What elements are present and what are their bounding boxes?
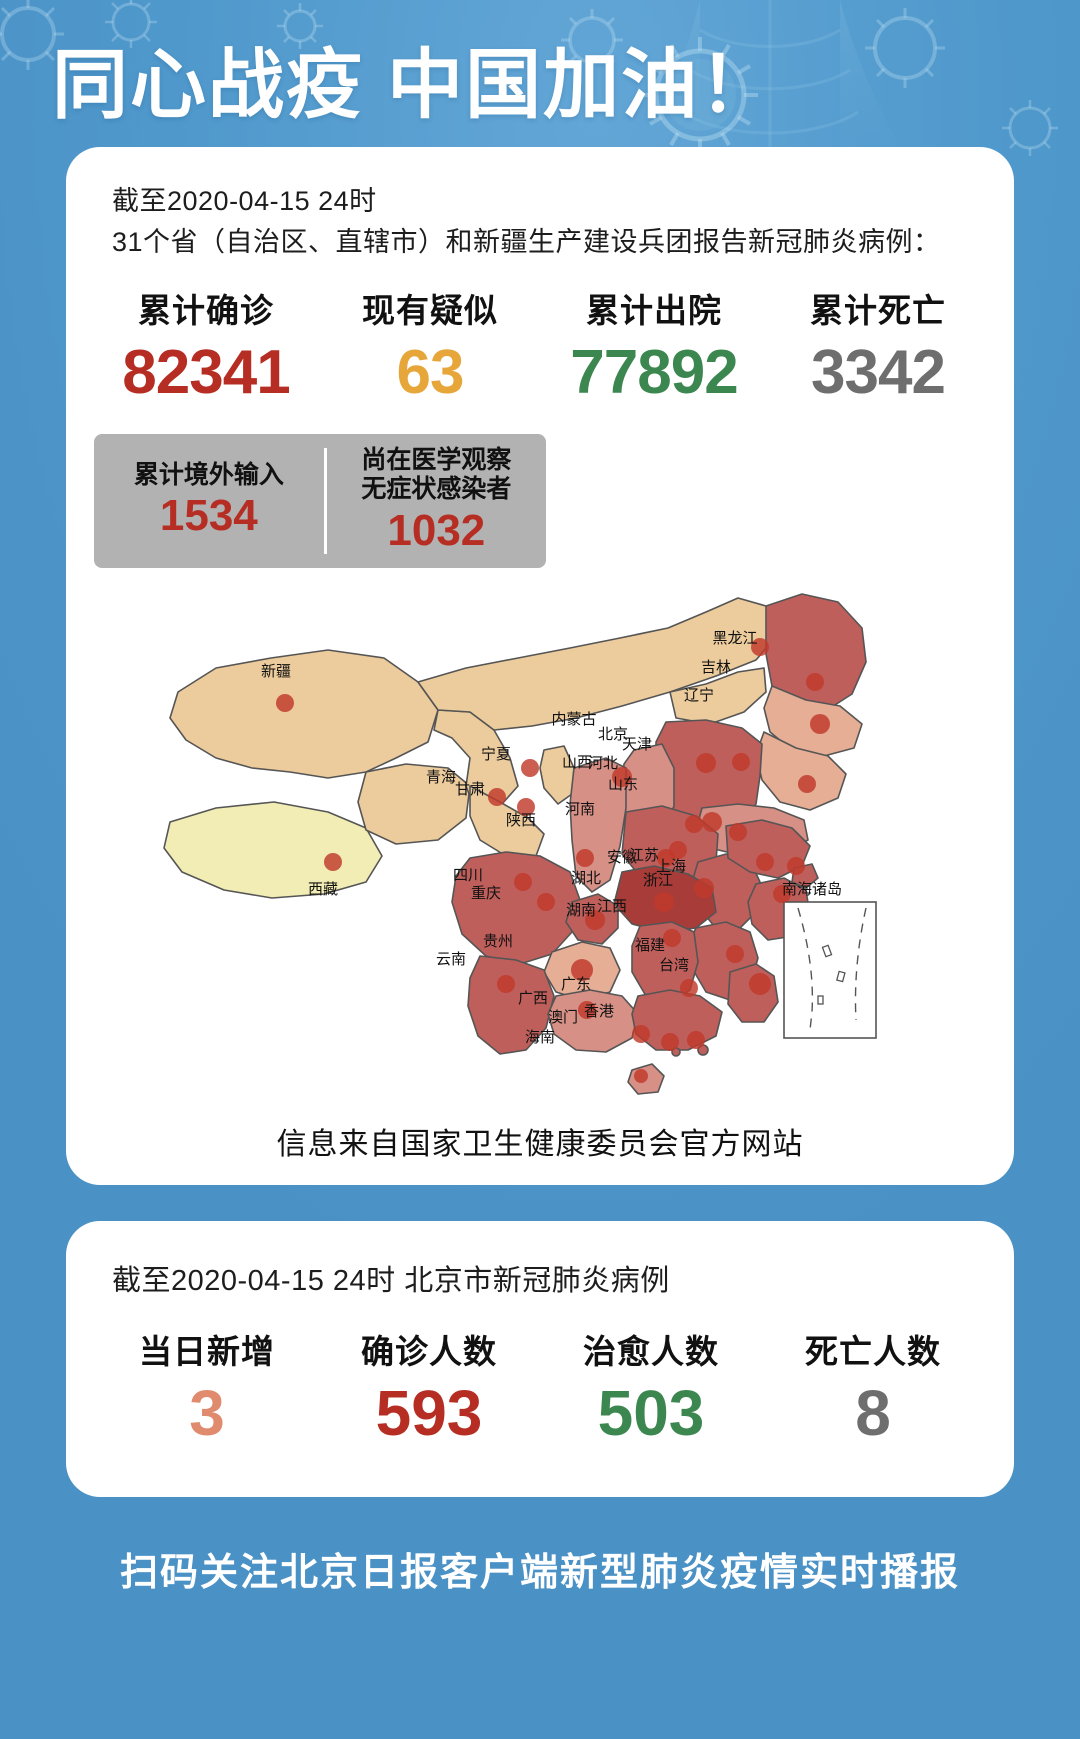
- beijing-stat-deaths-label: 死亡人数: [805, 1333, 941, 1371]
- province-label-北京: 北京: [598, 726, 628, 743]
- beijing-stat-row: 当日新增 3 确诊人数 593 治愈人数 503 死亡人数 8: [66, 1325, 1014, 1451]
- beijing-stat-confirmed-value: 593: [375, 1377, 483, 1450]
- province-label-台湾: 台湾: [659, 957, 689, 974]
- page-title: 同心战疫 中国加油！: [52, 43, 778, 128]
- province-label-安徽: 安徽: [607, 849, 637, 866]
- stat-discharged-value: 77892: [570, 338, 738, 408]
- province-label-内蒙古: 内蒙古: [551, 711, 596, 728]
- stat-suspected-label: 现有疑似: [362, 292, 498, 330]
- province-label-上海: 上海: [656, 858, 686, 875]
- province-label-福建: 福建: [635, 937, 665, 954]
- province-label-广东: 广东: [561, 976, 591, 993]
- stat-imported-label: 累计境外输入: [133, 460, 284, 489]
- stat-deaths-label: 累计死亡: [810, 292, 946, 330]
- stat-asymptomatic-label-line1: 尚在医学观察: [361, 445, 512, 474]
- national-stat-row: 累计确诊 82341 现有疑似 63 累计出院 77892 累计死亡 3342: [66, 284, 1014, 407]
- case-dots: [276, 638, 830, 1084]
- header: 同心战疫 中国加油！: [0, 0, 1080, 129]
- national-stats-card: 截至2020-04-15 24时 31个省（自治区、直辖市）和新疆生产建设兵团报…: [66, 147, 1014, 1186]
- beijing-stat-new: 当日新增 3: [96, 1325, 318, 1451]
- province-label-广西: 广西: [518, 990, 548, 1007]
- beijing-title: 截至2020-04-15 24时 北京市新冠肺炎病例: [112, 1265, 670, 1298]
- province-label-河北: 河北: [588, 755, 618, 772]
- province-label-浙江: 浙江: [643, 872, 673, 889]
- province-label-山西: 山西: [562, 754, 592, 771]
- province-label-重庆: 重庆: [471, 885, 501, 902]
- map-inset-label: 南海诸岛: [782, 881, 842, 898]
- national-asof: 截至2020-04-15 24时 31个省（自治区、直辖市）和新疆生产建设兵团报…: [66, 181, 1014, 262]
- stat-suspected: 现有疑似 63: [318, 284, 542, 407]
- province-label-云南: 云南: [436, 951, 466, 968]
- province-label-湖北: 湖北: [571, 870, 601, 887]
- stat-imported: 累计境外输入 1534: [94, 446, 324, 557]
- province-label-山东: 山东: [608, 776, 638, 793]
- province-label-澳门: 澳门: [548, 1009, 578, 1026]
- beijing-stat-recovered-label: 治愈人数: [583, 1333, 719, 1371]
- stat-asymptomatic-label-line2: 无症状感染者: [361, 475, 512, 504]
- beijing-stat-deaths: 死亡人数 8: [762, 1325, 984, 1451]
- map-svg: .pv { stroke:#555; stroke-width:1.6; str…: [163, 593, 877, 1096]
- stat-confirmed-value: 82341: [122, 338, 290, 408]
- stat-deaths: 累计死亡 3342: [766, 284, 990, 407]
- national-asof-line2: 31个省（自治区、直辖市）和新疆生产建设兵团报告新冠肺炎病例：: [112, 226, 941, 257]
- province-label-黑龙江: 黑龙江: [712, 630, 757, 647]
- beijing-stats-card: 截至2020-04-15 24时 北京市新冠肺炎病例 当日新增 3 确诊人数 5…: [66, 1221, 1014, 1498]
- stat-suspected-value: 63: [396, 338, 465, 408]
- stat-deaths-value: 3342: [811, 338, 946, 408]
- china-choropleth-map: .pv { stroke:#555; stroke-width:1.6; str…: [66, 572, 1014, 1117]
- province-label-青海: 青海: [426, 769, 456, 786]
- beijing-stat-new-label: 当日新增: [139, 1333, 275, 1371]
- panel-divider: [323, 447, 327, 555]
- province-label-西藏: 西藏: [308, 881, 338, 898]
- stat-asymptomatic: 尚在医学观察 无症状感染者 1032: [327, 446, 546, 557]
- province-label-贵州: 贵州: [483, 933, 513, 950]
- province-label-湖南: 湖南: [566, 902, 596, 919]
- beijing-stat-recovered: 治愈人数 503: [540, 1325, 762, 1451]
- secondary-stats-panel: 累计境外输入 1534 尚在医学观察 无症状感染者 1032: [94, 433, 546, 569]
- beijing-stat-confirmed: 确诊人数 593: [318, 1325, 540, 1451]
- province-label-新疆: 新疆: [261, 663, 291, 680]
- province-label-四川: 四川: [453, 867, 483, 884]
- province-label-海南: 海南: [525, 1029, 555, 1046]
- province-label-江西: 江西: [597, 898, 627, 915]
- province-label-香港: 香港: [584, 1003, 614, 1020]
- province-label-甘肃: 甘肃: [455, 781, 485, 798]
- province-label-天津: 天津: [622, 736, 652, 753]
- province-label-吉林: 吉林: [701, 659, 731, 676]
- stat-discharged-label: 累计出院: [586, 292, 722, 330]
- province-label-河南: 河南: [565, 801, 595, 818]
- province-label-江苏: 江苏: [629, 847, 659, 864]
- footer-cta: 扫码关注北京日报客户端新型肺炎疫情实时播报: [119, 1552, 960, 1595]
- beijing-stat-recovered-value: 503: [597, 1377, 705, 1450]
- stat-asymptomatic-value: 1032: [387, 505, 486, 555]
- national-asof-line1: 截至2020-04-15 24时: [112, 186, 377, 217]
- beijing-stat-confirmed-label: 确诊人数: [361, 1333, 497, 1371]
- province-label-辽宁: 辽宁: [684, 687, 714, 704]
- province-label-宁夏: 宁夏: [481, 746, 511, 763]
- beijing-stat-deaths-value: 8: [855, 1377, 891, 1450]
- province-label-陕西: 陕西: [506, 812, 536, 829]
- beijing-stat-new-value: 3: [189, 1377, 225, 1450]
- south-china-sea-inset: [783, 901, 877, 1040]
- stat-confirmed-label: 累计确诊: [138, 292, 274, 330]
- stat-confirmed: 累计确诊 82341: [94, 284, 318, 407]
- map-source-note: 信息来自国家卫生健康委员会官方网站: [276, 1128, 804, 1162]
- stat-imported-value: 1534: [159, 491, 258, 541]
- stat-discharged: 累计出院 77892: [542, 284, 766, 407]
